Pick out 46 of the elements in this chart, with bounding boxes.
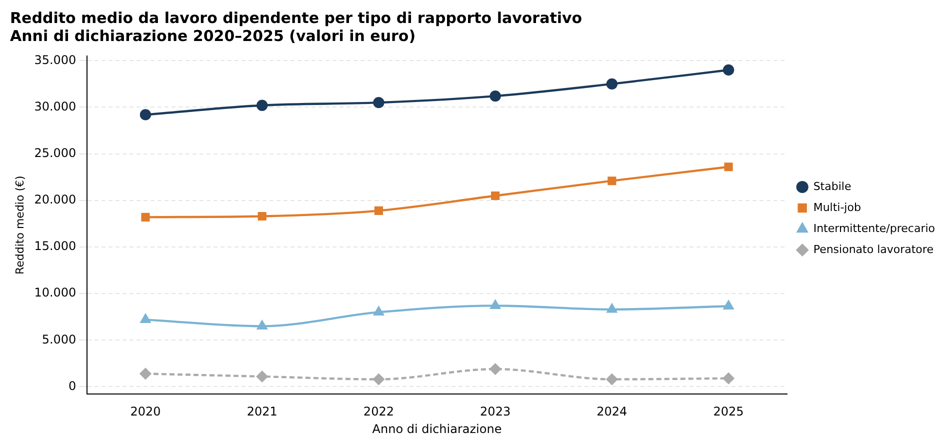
point bbox=[374, 306, 384, 316]
point bbox=[258, 212, 266, 221]
chart-title: Reddito medio da lavoro dipendente per tipo di rapporto lavorativo bbox=[10, 8, 582, 27]
y-axis-title: Reddito medio (€) bbox=[13, 176, 26, 275]
y-tick-label: 5.000 bbox=[42, 332, 76, 346]
point bbox=[490, 90, 501, 102]
point bbox=[608, 176, 616, 186]
x-tick-label: 2022 bbox=[363, 404, 394, 419]
y-tick-label: 20.000 bbox=[34, 192, 76, 207]
x-tick-label: 2025 bbox=[713, 404, 744, 419]
x-tick-label: 2024 bbox=[596, 404, 628, 419]
point bbox=[256, 370, 268, 382]
x-tick-label: 2023 bbox=[480, 404, 511, 419]
point bbox=[606, 304, 617, 313]
legend-label: Intermittente/precario bbox=[813, 222, 936, 235]
point bbox=[256, 100, 268, 111]
chart-subtitle: Anni di dichiarazione 2020–2025 (valori in euro) bbox=[10, 26, 416, 45]
point bbox=[724, 162, 733, 172]
point bbox=[257, 320, 268, 330]
point bbox=[490, 300, 500, 310]
point bbox=[722, 372, 734, 384]
y-tick-label: 30.000 bbox=[34, 99, 76, 114]
y-tick-label: 25.000 bbox=[34, 146, 76, 160]
point bbox=[140, 314, 150, 324]
point bbox=[140, 368, 152, 380]
y-tick-label: 10.000 bbox=[34, 286, 76, 300]
y-tick-label: 15.000 bbox=[34, 239, 76, 254]
point bbox=[373, 374, 384, 385]
point bbox=[374, 206, 383, 215]
x-tick-label: 2020 bbox=[130, 404, 161, 419]
point bbox=[491, 191, 500, 200]
point bbox=[140, 109, 152, 120]
point bbox=[606, 374, 618, 385]
legend-label: Multi-job bbox=[813, 200, 861, 214]
point bbox=[373, 96, 384, 108]
point bbox=[141, 212, 150, 222]
x-axis-title: Anno di dichiarazione bbox=[372, 422, 502, 436]
x-tick-label: 2021 bbox=[246, 404, 278, 419]
point bbox=[606, 78, 618, 90]
point bbox=[722, 64, 734, 76]
legend-label: Stabile bbox=[813, 180, 852, 193]
legend-label: Pensionato lavoratore bbox=[813, 242, 934, 256]
y-tick-label: 35.000 bbox=[34, 52, 76, 67]
y-tick-label: 0 bbox=[68, 378, 76, 393]
point bbox=[724, 300, 734, 310]
point bbox=[490, 363, 501, 375]
